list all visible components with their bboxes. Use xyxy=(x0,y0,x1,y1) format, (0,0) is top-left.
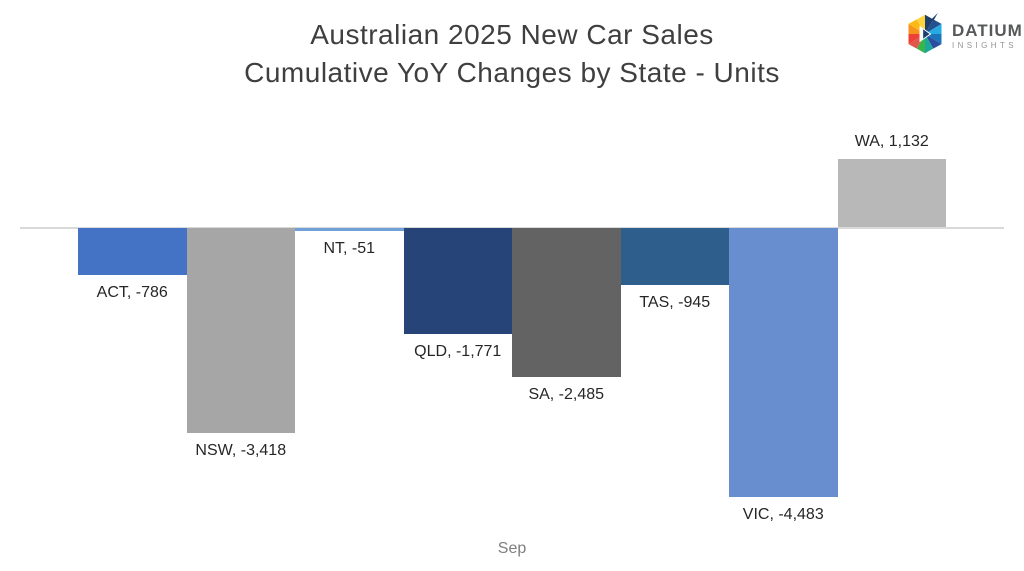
bar-nt xyxy=(295,228,404,232)
data-label-nt: NT, -51 xyxy=(323,240,376,258)
bar-wa xyxy=(837,159,946,227)
bar-tas xyxy=(620,228,729,285)
data-label-vic: VIC, -4,483 xyxy=(742,505,824,523)
x-axis-category-label: Sep xyxy=(497,540,527,557)
bar-qld xyxy=(403,228,512,335)
datium-logo-icon xyxy=(903,10,947,63)
datium-logo: DATIUM INSIGHTS xyxy=(903,10,1023,63)
chart-title-line2: Cumulative YoY Changes by State - Units xyxy=(244,57,780,88)
data-label-nsw: NSW, -3,418 xyxy=(195,442,287,460)
chart-title: Australian 2025 New Car Sales Cumulative… xyxy=(0,16,1024,92)
data-label-tas: TAS, -945 xyxy=(639,293,711,311)
bar-sa xyxy=(512,228,621,378)
bar-vic xyxy=(729,228,838,497)
datium-logo-text: DATIUM INSIGHTS xyxy=(952,22,1023,51)
data-label-sa: SA, -2,485 xyxy=(528,386,605,404)
chart-title-line1: Australian 2025 New Car Sales xyxy=(310,19,714,50)
data-label-wa: WA, 1,132 xyxy=(854,133,929,151)
logo-sub-name: INSIGHTS xyxy=(952,41,1017,50)
data-label-qld: QLD, -1,771 xyxy=(414,343,502,361)
bar-act xyxy=(78,228,187,276)
bar-nsw xyxy=(186,228,295,434)
logo-brand-name: DATIUM xyxy=(952,21,1023,40)
data-label-act: ACT, -786 xyxy=(96,284,168,302)
